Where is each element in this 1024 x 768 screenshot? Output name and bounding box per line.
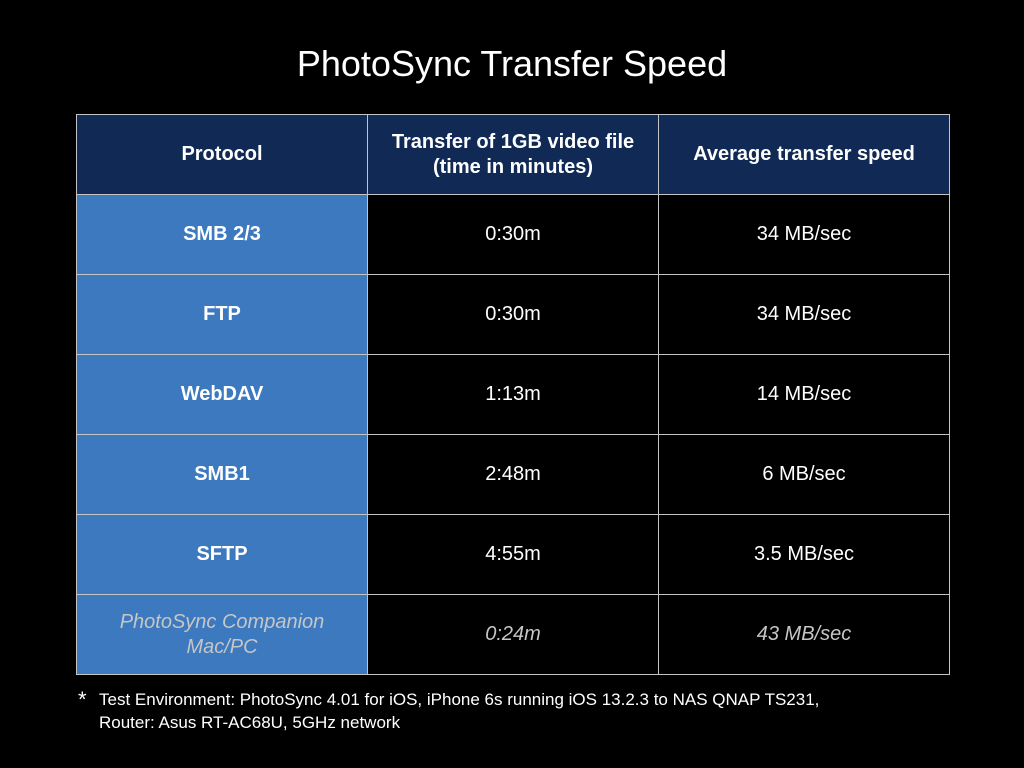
table-row: SMB1 2:48m 6 MB/sec [76, 434, 950, 515]
protocol-cell: SMB1 [76, 434, 368, 515]
table-row: SMB 2/3 0:30m 34 MB/sec [76, 194, 950, 275]
time-cell: 2:48m [367, 434, 659, 515]
speed-cell: 34 MB/sec [658, 194, 950, 275]
header-transfer-time-line2: (time in minutes) [432, 155, 593, 178]
page-title: PhotoSync Transfer Speed [296, 43, 728, 84]
footnote-line2: Router: Asus RT-AC68U, 5GHz network [99, 713, 401, 732]
footnote-marker: * [78, 687, 87, 712]
header-transfer-time: Transfer of 1GB video file (time in minu… [367, 114, 659, 195]
time-cell: 0:30m [367, 194, 659, 275]
companion-label-line2: Mac/PC [186, 635, 258, 658]
protocol-cell-companion: PhotoSync Companion Mac/PC [76, 594, 368, 675]
time-cell: 0:30m [367, 274, 659, 355]
table-row-companion: PhotoSync Companion Mac/PC 0:24m 43 MB/s… [76, 594, 950, 675]
table-row: FTP 0:30m 34 MB/sec [76, 274, 950, 355]
speed-cell: 3.5 MB/sec [658, 514, 950, 595]
protocol-cell: SFTP [76, 514, 368, 595]
companion-label-line1: PhotoSync Companion [119, 610, 325, 633]
table-row: WebDAV 1:13m 14 MB/sec [76, 354, 950, 435]
speed-cell-companion: 43 MB/sec [658, 594, 950, 675]
speed-cell: 6 MB/sec [658, 434, 950, 515]
footnote: * Test Environment: PhotoSync 4.01 for i… [78, 688, 978, 734]
time-cell: 4:55m [367, 514, 659, 595]
protocol-cell: FTP [76, 274, 368, 355]
footnote-text: Test Environment: PhotoSync 4.01 for iOS… [99, 688, 978, 734]
transfer-speed-table: Protocol Transfer of 1GB video file (tim… [76, 114, 950, 675]
table-header-row: Protocol Transfer of 1GB video file (tim… [76, 114, 950, 195]
header-average-speed: Average transfer speed [658, 114, 950, 195]
protocol-cell: WebDAV [76, 354, 368, 435]
footnote-line1: Test Environment: PhotoSync 4.01 for iOS… [99, 690, 820, 709]
table-row: SFTP 4:55m 3.5 MB/sec [76, 514, 950, 595]
time-cell-companion: 0:24m [367, 594, 659, 675]
speed-cell: 34 MB/sec [658, 274, 950, 355]
header-protocol: Protocol [76, 114, 368, 195]
header-transfer-time-line1: Transfer of 1GB video file [391, 130, 635, 153]
time-cell: 1:13m [367, 354, 659, 435]
protocol-cell: SMB 2/3 [76, 194, 368, 275]
speed-cell: 14 MB/sec [658, 354, 950, 435]
